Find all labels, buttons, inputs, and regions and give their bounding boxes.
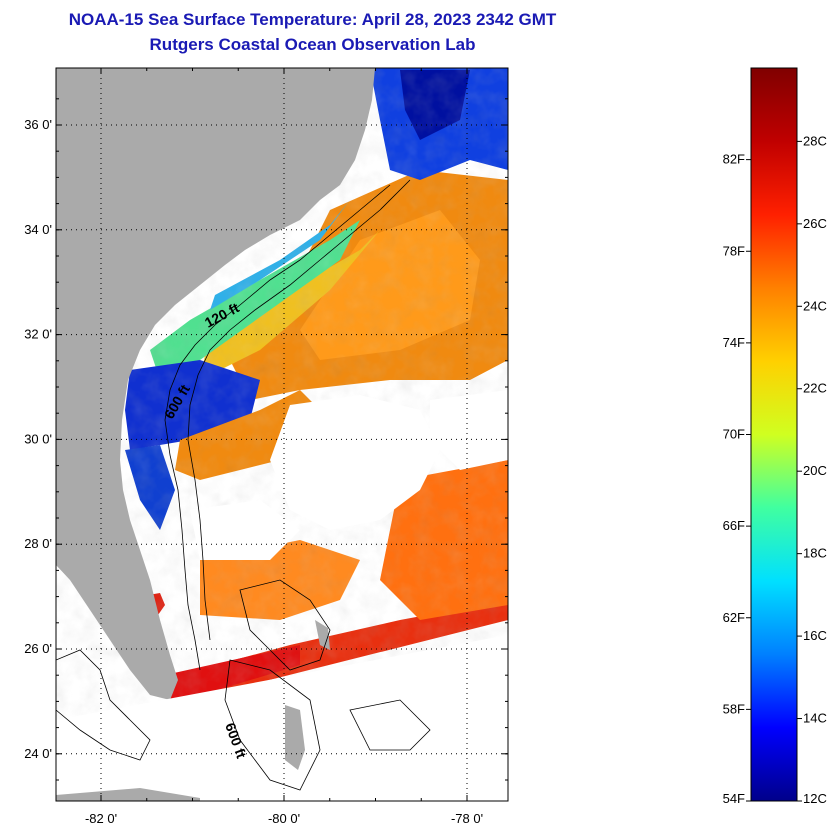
colorbar-c-label: 12C xyxy=(803,791,827,806)
lat-tick-label: 30 0' xyxy=(24,431,52,446)
map-subtitle: Rutgers Coastal Ocean Observation Lab xyxy=(149,35,476,54)
colorbar-c-label: 24C xyxy=(803,298,827,313)
lat-tick-label: 24 0' xyxy=(24,746,52,761)
colorbar-f-label: 54F xyxy=(723,791,745,806)
contour-600ft xyxy=(187,179,411,641)
colorbar-f-label: 78F xyxy=(723,243,745,258)
lat-tick-label: 28 0' xyxy=(24,536,52,551)
lat-tick-label: 32 0' xyxy=(24,327,52,342)
lat-tick-label: 34 0' xyxy=(24,222,52,237)
contour-gulf-shelf xyxy=(56,649,151,761)
colorbar-f-label: 82F xyxy=(723,152,745,167)
lat-tick-label: 36 0' xyxy=(24,117,52,132)
colorbar-f-label: 66F xyxy=(723,518,745,533)
map-title: NOAA-15 Sea Surface Temperature: April 2… xyxy=(68,10,557,29)
colorbar-c-label: 28C xyxy=(803,133,827,148)
land-cuba xyxy=(56,788,200,801)
colorbar-f-label: 62F xyxy=(723,610,745,625)
contour-120ft xyxy=(164,184,391,671)
colorbar-c-label: 22C xyxy=(803,381,827,396)
colorbar-c-label: 26C xyxy=(803,216,827,231)
colorbar-f-label: 70F xyxy=(723,427,745,442)
cloud-mass-central xyxy=(270,395,440,530)
colorbar-f-label: 58F xyxy=(723,701,745,716)
land-southeast-us xyxy=(56,68,375,700)
map-frame xyxy=(55,67,509,802)
colorbar-f-label: 74F xyxy=(723,335,745,350)
colorbar-gradient xyxy=(750,67,798,802)
colorbar-ticks: 82F 78F 74F 70F 66F 62F 58F 54F 28C 26C 24C 22C 20C 1… xyxy=(723,133,827,806)
temperature-colorbar: 82F 78F 74F 70F 66F 62F 58F 54F 28C 26C 24C 22C 20C 1… xyxy=(700,55,833,832)
lat-tick-label: 26 0' xyxy=(24,641,52,656)
colorbar-c-label: 16C xyxy=(803,628,827,643)
sst-map: 120 ft 600 ft 600 ft 36 0' 34 0' 32 0' 30 0… xyxy=(0,60,833,832)
land-andros-island xyxy=(285,705,305,770)
contour-bahamas xyxy=(224,579,431,791)
lon-tick-label: -82 0' xyxy=(85,811,117,826)
lon-tick-label: -80 0' xyxy=(268,811,300,826)
colorbar-c-label: 20C xyxy=(803,463,827,478)
cloud-mass-east xyxy=(430,390,508,470)
colorbar-c-label: 18C xyxy=(803,546,827,561)
no-data-south xyxy=(56,635,508,801)
colorbar-c-label: 14C xyxy=(803,711,827,726)
cloud-mass-south xyxy=(190,500,300,560)
lon-tick-label: -78 0' xyxy=(451,811,483,826)
